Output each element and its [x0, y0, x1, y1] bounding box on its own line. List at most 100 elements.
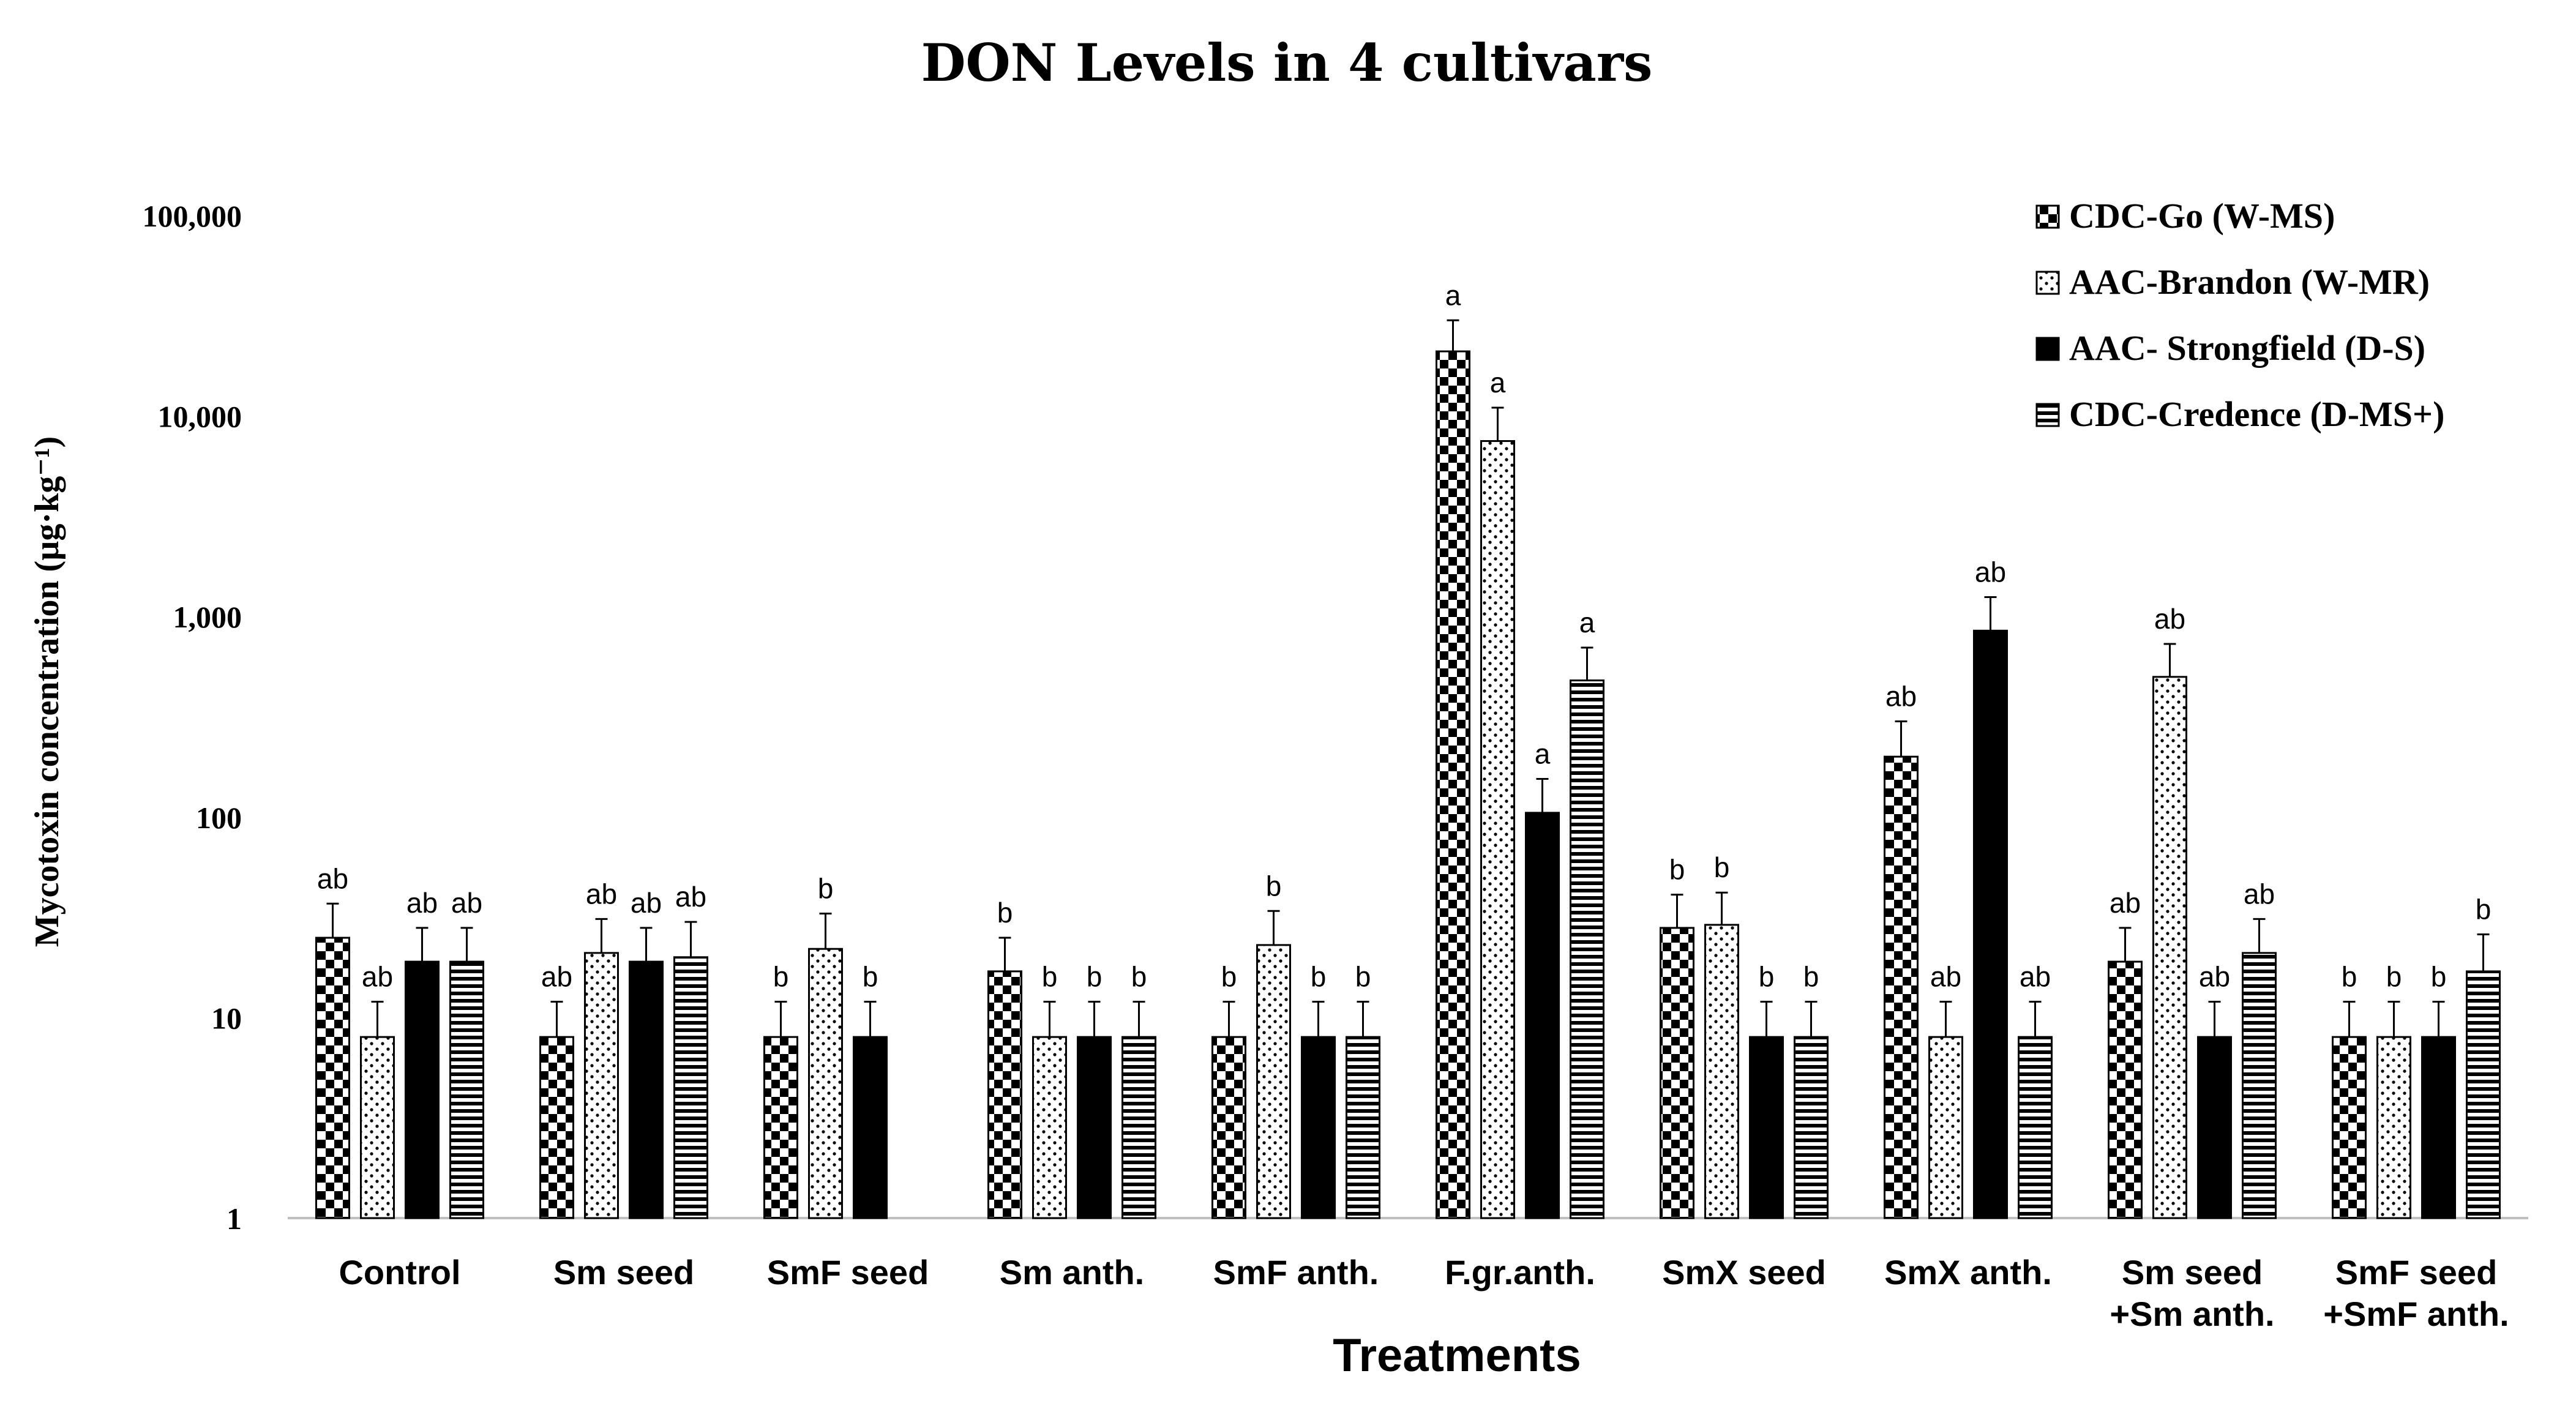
- bar: [1032, 1036, 1067, 1219]
- bar: [1346, 1036, 1380, 1219]
- x-tick-label: +Sm anth.: [2110, 1295, 2274, 1333]
- bar: [1525, 812, 1560, 1219]
- bar: [2018, 1036, 2053, 1219]
- y-tick-label: 1,000: [173, 600, 242, 634]
- bar: [2197, 1036, 2232, 1219]
- significance-letter: ab: [362, 960, 393, 992]
- x-tick-label: F.gr.anth.: [1445, 1253, 1595, 1292]
- x-axis-title: Treatments: [1333, 1329, 1581, 1382]
- y-axis-ticks: 1 10 100 1,000 10,000 100,000: [143, 199, 242, 1236]
- bar: [315, 937, 350, 1219]
- significance-letter: b: [818, 873, 834, 905]
- significance-letter: ab: [451, 887, 482, 919]
- significance-letter: ab: [2199, 960, 2230, 992]
- bar: [1570, 679, 1604, 1219]
- significance-letter: ab: [2244, 878, 2275, 910]
- y-tick-label: 100: [196, 801, 242, 835]
- legend-label: AAC-Brandon (W-MR): [2069, 262, 2430, 302]
- bar: [2152, 676, 2187, 1219]
- legend-swatch: [2035, 271, 2060, 295]
- x-tick-label: SmX anth.: [1884, 1253, 2052, 1292]
- bar: [405, 960, 440, 1219]
- legend-swatch: [2035, 204, 2060, 229]
- x-tick-label: SmF seed: [2335, 1253, 2498, 1292]
- bar: [2421, 1036, 2456, 1219]
- significance-letter: b: [2431, 960, 2447, 992]
- x-tick-label: SmX seed: [1662, 1253, 1826, 1292]
- significance-letter: b: [1131, 960, 1147, 992]
- legend-swatch: [2035, 337, 2060, 361]
- significance-letter: b: [1221, 960, 1237, 992]
- bar: [2108, 960, 2143, 1219]
- significance-letter: a: [1535, 738, 1551, 769]
- bar: [763, 1036, 798, 1219]
- y-tick-label: 10,000: [158, 400, 242, 434]
- bar: [987, 970, 1022, 1219]
- x-tick-label: SmF seed: [767, 1253, 929, 1292]
- significance-letter: ab: [406, 887, 438, 919]
- significance-letter: b: [1042, 960, 1058, 992]
- bar: [1660, 927, 1694, 1219]
- bar: [1121, 1036, 1156, 1219]
- significance-letter: b: [1087, 960, 1103, 992]
- significance-letter: a: [1579, 607, 1595, 638]
- bar: [2376, 1036, 2411, 1219]
- bar: [673, 956, 708, 1219]
- significance-letter: ab: [2110, 887, 2141, 919]
- bar: [360, 1036, 395, 1219]
- bar: [2332, 1036, 2367, 1219]
- significance-letter: b: [863, 960, 878, 992]
- x-axis-ticks: Control Sm seed SmF seed Sm anth. SmF anth. F…: [339, 1253, 2509, 1333]
- significance-letter: ab: [317, 862, 348, 894]
- bar: [584, 952, 619, 1219]
- x-tick-label: +SmF anth.: [2323, 1295, 2509, 1333]
- y-tick-label: 1: [227, 1202, 242, 1236]
- bar: [2242, 952, 2277, 1219]
- bar: [1256, 944, 1291, 1219]
- bar: [2466, 970, 2501, 1219]
- significance-letter: b: [1311, 960, 1327, 992]
- significance-letter: b: [2342, 960, 2357, 992]
- significance-letter: b: [1803, 960, 1819, 992]
- significance-letter: a: [1490, 367, 1506, 398]
- bar: [1211, 1036, 1246, 1219]
- bar: [808, 948, 843, 1219]
- significance-letter: b: [1669, 854, 1685, 886]
- bar: [853, 1036, 888, 1219]
- significance-letter: b: [2476, 893, 2492, 925]
- chart-title: DON Levels in 4 cultivars: [921, 32, 1653, 93]
- significance-letter: ab: [1975, 556, 2006, 588]
- bar: [1794, 1036, 1829, 1219]
- significance-letter: b: [773, 960, 789, 992]
- significance-letter: b: [1714, 851, 1730, 883]
- x-tick-label: Sm seed: [2122, 1253, 2263, 1292]
- x-tick-label: Sm anth.: [1000, 1253, 1144, 1292]
- significance-letter: b: [1355, 960, 1371, 992]
- x-tick-label: SmF anth.: [1213, 1253, 1379, 1292]
- bar: [1884, 755, 1919, 1219]
- significance-letter: ab: [1930, 960, 1961, 992]
- bar: [629, 960, 664, 1219]
- bar: [1749, 1036, 1784, 1219]
- significance-letter: ab: [631, 887, 662, 919]
- bar: [539, 1036, 574, 1219]
- legend-label: CDC-Go (W-MS): [2069, 196, 2335, 236]
- legend-label: AAC- Strongfield (D-S): [2069, 328, 2425, 368]
- bar: [1928, 1036, 1963, 1219]
- y-tick-label: 100,000: [143, 199, 242, 233]
- significance-letter: b: [997, 897, 1013, 929]
- y-tick-label: 10: [211, 1001, 242, 1035]
- legend-swatch: [2035, 403, 2060, 427]
- bar: [1436, 350, 1470, 1219]
- legend: CDC-Go (W-MS) AAC-Brandon (W-MR) AAC- Stro…: [2035, 196, 2444, 434]
- legend-label: CDC-Credence (D-MS+): [2069, 394, 2444, 434]
- bar: [1301, 1036, 1336, 1219]
- significance-letter: b: [2386, 960, 2402, 992]
- bar: [449, 960, 484, 1219]
- significance-letter: ab: [2020, 960, 2051, 992]
- significance-letter: ab: [675, 881, 706, 913]
- significance-letter: ab: [2154, 603, 2185, 635]
- bar: [1480, 440, 1515, 1219]
- x-tick-label: Control: [339, 1253, 460, 1292]
